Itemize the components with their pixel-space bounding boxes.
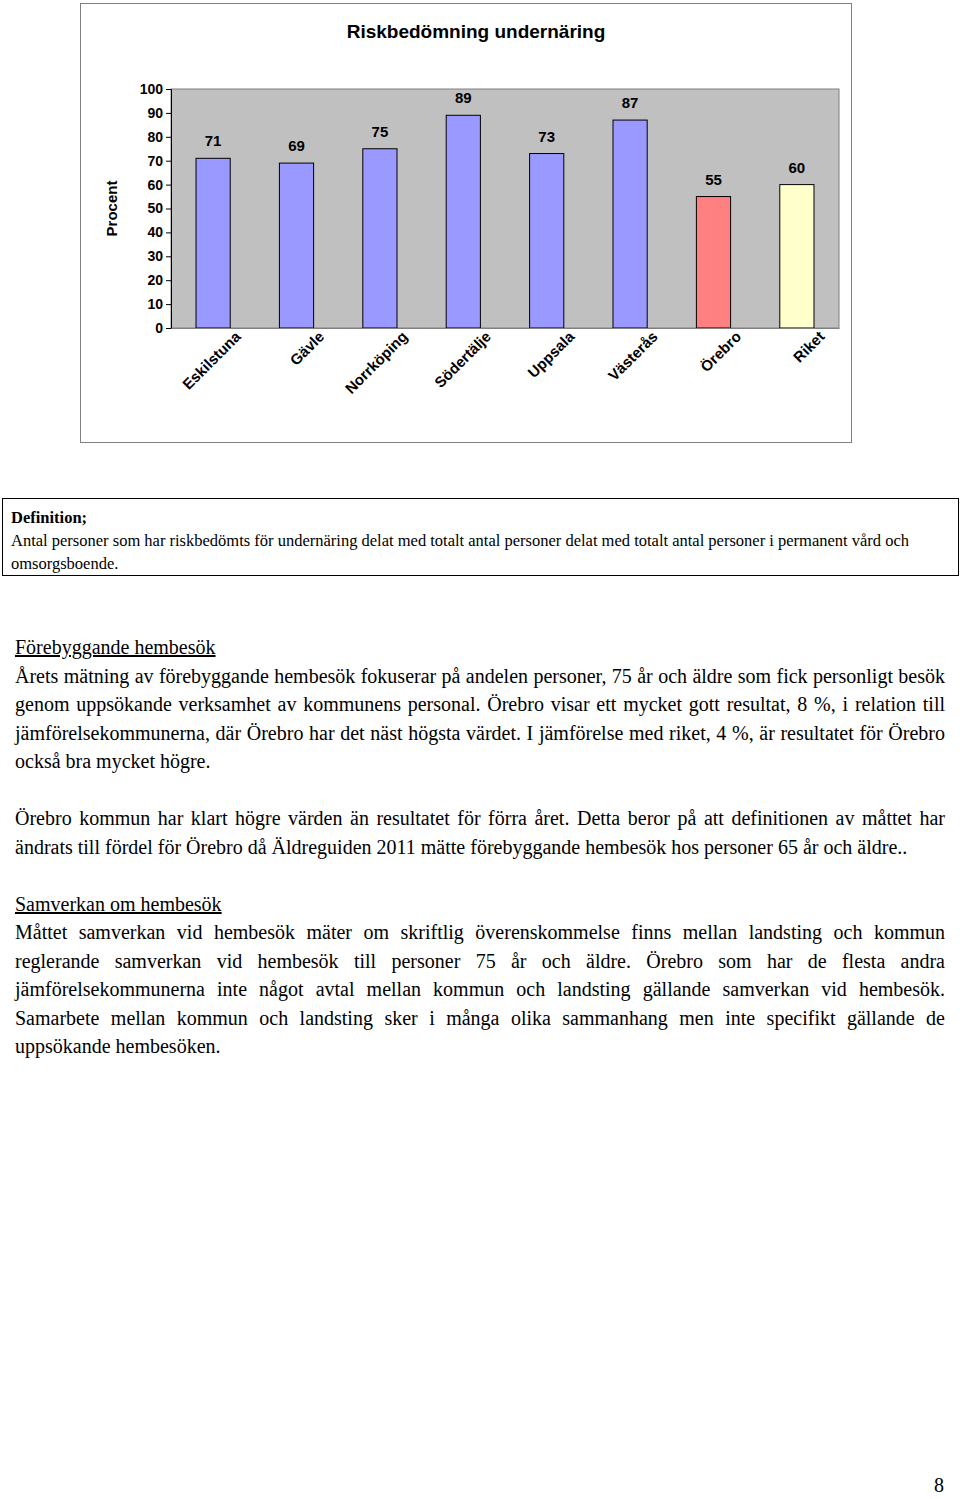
bar [196,158,230,328]
y-tick-mark [166,232,171,233]
chart: Riskbedömning undernäring Procent 71 69 75 89… [81,4,851,442]
paragraph: Årets mätning av förebyggande hembesök f… [15,662,945,776]
y-tick-mark [166,89,171,90]
y-tick: 30 [147,248,171,264]
bar [696,197,730,328]
y-tick-mark [166,280,171,281]
y-tick: 60 [147,177,171,193]
y-tick-label: 10 [147,296,163,312]
data-label: 75 [372,123,389,140]
y-tick-mark [166,256,171,257]
y-tick: 80 [147,129,171,145]
y-tick-mark [166,304,171,305]
section-heading: Samverkan om hembesök [15,890,945,919]
data-label: 55 [705,171,722,188]
y-tick-mark [166,113,171,114]
x-tick: Riket [790,328,828,366]
data-label: 60 [789,159,806,176]
definition-text: Antal personer som har riskbedömts för u… [11,529,950,575]
data-label: 73 [538,128,555,145]
x-tick: Norrköping [341,328,410,397]
data-labels: 71 69 75 89 73 87 55 60 [205,89,805,187]
y-tick-label: 90 [147,105,163,121]
x-tick-label: Norrköping [341,328,410,397]
bar [446,115,480,328]
y-tick-mark [166,209,171,210]
chart-title: Riskbedömning undernäring [347,21,606,42]
y-axis: 0 10 20 30 40 50 60 70 80 90 100 [140,81,172,336]
y-tick-mark [166,328,171,329]
y-tick-label: 0 [155,320,163,336]
document-body: Förebyggande hembesökÅrets mätning av fö… [15,633,945,1089]
y-tick-mark [166,137,171,138]
x-tick: Västerås [605,328,661,384]
data-label: 69 [288,137,305,154]
y-tick-label: 100 [140,81,164,97]
data-label: 87 [622,94,639,111]
bar [530,154,564,328]
x-axis-line [172,328,840,329]
y-tick: 20 [147,272,171,288]
section: Förebyggande hembesökÅrets mätning av fö… [15,633,945,861]
bar [363,149,397,328]
y-tick-label: 30 [147,248,163,264]
y-tick: 50 [147,200,171,216]
y-tick: 0 [155,320,171,336]
definition-box: Definition;Antal personer som har riskbe… [2,498,959,576]
y-tick-label: 80 [147,129,163,145]
y-tick-label: 40 [147,224,163,240]
y-tick: 90 [147,105,171,121]
x-axis: Eskilstuna Gävle Norrköping Södertälje Uppsa… [172,327,840,397]
x-tick-label: Riket [790,328,828,366]
x-tick: Eskilstuna [179,327,245,393]
plot-background [171,89,839,328]
y-tick-label: 70 [147,153,163,169]
y-tick: 40 [147,224,171,240]
y-tick-mark [166,161,171,162]
data-label: 89 [455,89,472,106]
y-axis-title: Procent [103,181,120,237]
bar [780,185,814,328]
x-tick: Örebro [697,328,744,375]
bars [196,115,814,328]
x-tick-label: Örebro [697,328,744,375]
x-tick-label: Södertälje [431,328,494,391]
bar [613,120,647,328]
y-tick-label: 20 [147,272,163,288]
x-tick-label: Gävle [286,328,327,369]
y-tick: 100 [140,81,171,97]
paragraph: Örebro kommun har klart högre värden än … [15,804,945,861]
y-axis-line [166,90,172,329]
section-heading: Förebyggande hembesök [15,633,945,662]
y-tick-mark [166,185,171,186]
y-tick: 10 [147,296,171,312]
x-tick: Gävle [286,328,327,369]
y-tick-label: 50 [147,200,163,216]
x-tick: Uppsala [524,327,578,381]
page-number: 8 [934,1474,944,1497]
x-tick: Södertälje [431,328,494,391]
data-label: 71 [205,132,222,149]
x-tick-label: Uppsala [524,327,578,381]
chart-box: Riskbedömning undernäring Procent 71 69 75 89… [80,3,852,443]
y-tick: 70 [147,153,171,169]
section: Samverkan om hembesökMåttet samverkan vi… [15,890,945,1061]
x-tick-label: Eskilstuna [179,327,245,393]
paragraph: Måttet samverkan vid hembesök mäter om s… [15,918,945,1061]
definition-heading: Definition; [11,506,950,529]
bar [279,163,313,328]
y-tick-label: 60 [147,177,163,193]
x-tick-label: Västerås [605,328,661,384]
